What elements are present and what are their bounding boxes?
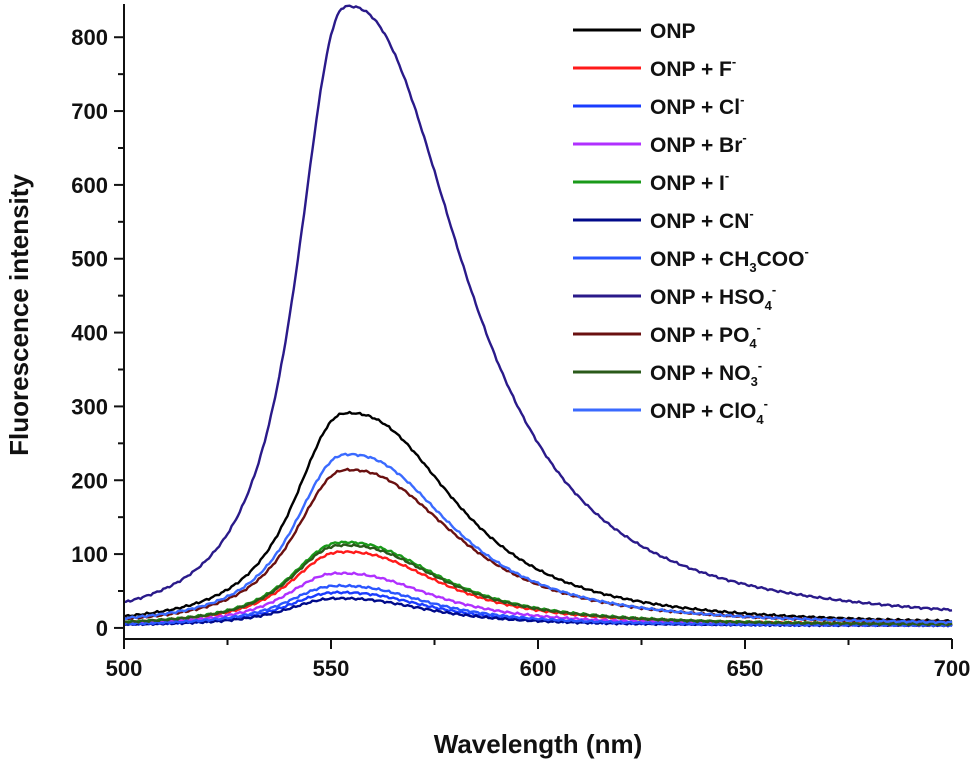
series-line	[123, 4, 953, 612]
series-line	[123, 543, 953, 627]
legend: ONP ONP + F- ONP + Cl- ONP + Br- ONP + I- ONP…	[573, 20, 809, 427]
y-tick-label: 300	[71, 394, 108, 419]
y-tick-label: 600	[71, 173, 108, 198]
axes-layer: 500 550 600 650 700 0 100 200 300 400 500 600 700 800	[71, 4, 970, 681]
y-axis-title: Fluorescence intensity	[4, 174, 34, 456]
y-tick-label: 500	[71, 247, 108, 272]
legend-label: ONP + PO4-	[650, 320, 761, 351]
x-tick-label: 700	[934, 656, 971, 681]
y-tick-label: 200	[71, 468, 108, 493]
y-tick-label: 400	[71, 321, 108, 346]
series-line	[123, 452, 953, 625]
legend-label: ONP + Br-	[650, 130, 747, 157]
y-tick-label: 800	[71, 25, 108, 50]
series-line	[123, 410, 953, 623]
legend-label: ONP + I-	[650, 168, 729, 195]
y-tick-label: 0	[96, 616, 108, 641]
x-tick-label: 600	[520, 656, 557, 681]
legend-label: ONP	[650, 20, 696, 43]
legend-label: ONP + HSO4-	[650, 282, 776, 313]
x-tick-label: 550	[313, 656, 350, 681]
y-tick-label: 700	[71, 99, 108, 124]
x-axis-title: Wavelength (nm)	[434, 729, 642, 759]
legend-label: ONP + CN-	[650, 206, 754, 233]
legend-label: ONP + ClO4-	[650, 396, 768, 427]
legend-label: ONP + Cl-	[650, 92, 744, 119]
x-tick-label: 650	[727, 656, 764, 681]
x-tick-label: 500	[106, 656, 143, 681]
legend-label: ONP + F-	[650, 54, 736, 81]
y-tick-label: 100	[71, 542, 108, 567]
legend-label: ONP + CH3COO-	[650, 244, 809, 275]
curves-layer	[123, 4, 953, 628]
legend-label: ONP + NO3-	[650, 358, 762, 389]
